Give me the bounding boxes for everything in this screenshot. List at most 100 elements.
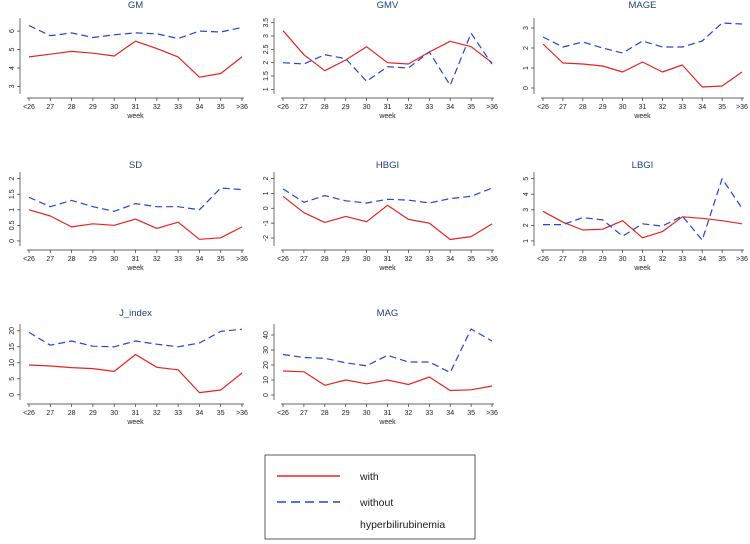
x-tick-label: 34 (698, 256, 706, 263)
x-tick-label: 29 (89, 104, 97, 111)
x-tick-label: 30 (619, 256, 627, 263)
x-tick-label: 32 (153, 104, 161, 111)
x-tick-label: >36 (736, 256, 748, 263)
x-tick-label: 28 (321, 104, 329, 111)
series-without-line (282, 187, 493, 204)
panel-title: HBGI (376, 160, 399, 171)
x-tick-label: 32 (153, 256, 161, 263)
series-with-line (282, 30, 493, 72)
x-axis-title: week (126, 265, 144, 272)
x-tick-label: 29 (342, 256, 350, 263)
y-tick-label: 1 (9, 208, 16, 212)
x-tick-label: 35 (467, 410, 475, 417)
y-tick-label: 2 (523, 223, 530, 227)
legend-with-label: with (359, 471, 379, 483)
y-tick-label: -1 (263, 220, 270, 226)
x-tick-label: 35 (718, 256, 726, 263)
x-tick-label: 31 (639, 104, 647, 111)
x-tick-label: 28 (68, 104, 76, 111)
x-tick-label: <26 (277, 410, 289, 417)
x-tick-label: 29 (89, 410, 97, 417)
y-tick-label: 3 (523, 26, 530, 30)
x-tick-label: 33 (174, 104, 182, 111)
x-tick-label: 32 (659, 104, 667, 111)
series-with-line (542, 210, 743, 239)
x-tick-label: 29 (342, 410, 350, 417)
x-axis-title: week (378, 419, 396, 426)
series-with-line (28, 209, 243, 240)
x-tick-label: 27 (300, 256, 308, 263)
x-tick-label: 31 (639, 256, 647, 263)
x-tick-label: 32 (153, 410, 161, 417)
x-tick-label: >36 (486, 410, 498, 417)
x-tick-label: <26 (537, 256, 549, 263)
y-tick-label: 20 (263, 361, 270, 369)
y-tick-label: 5 (9, 377, 16, 381)
x-tick-label: 31 (384, 410, 392, 417)
y-tick-label: 5 (9, 47, 16, 51)
y-tick-label: 40 (263, 331, 270, 339)
x-tick-label: 29 (342, 104, 350, 111)
x-tick-label: 33 (425, 104, 433, 111)
x-tick-label: 35 (718, 104, 726, 111)
y-tick-label: 3.5 (263, 18, 270, 28)
panel-title: SD (129, 160, 142, 171)
x-tick-label: 29 (599, 256, 607, 263)
y-tick-label: 0 (9, 393, 16, 397)
x-tick-label: <26 (23, 256, 35, 263)
x-tick-label: >36 (486, 104, 498, 111)
y-tick-label: 1 (523, 66, 530, 70)
panel-sd: SD 0 0.5 1 1.5 2 <26 27 28 29 30 31 32 33 34 35 >36 week (9, 160, 248, 272)
y-tick-label: 5 (523, 177, 530, 181)
x-tick-label: 34 (698, 104, 706, 111)
x-tick-label: 32 (659, 256, 667, 263)
x-axis-title: week (378, 113, 396, 120)
x-tick-label: 33 (678, 104, 686, 111)
panel-j-index: J_index 0 5 10 15 20 <26 27 28 29 30 31 32 33 34 35 >36 w… (9, 308, 248, 426)
y-tick-label: 10 (9, 359, 16, 367)
y-tick-label: 0.5 (9, 220, 16, 230)
panel-title: J_index (119, 308, 152, 319)
y-tick-label: 1.5 (9, 189, 16, 199)
y-tick-label: 2 (523, 46, 530, 50)
x-tick-label: 28 (579, 104, 587, 111)
y-tick-label: 2 (263, 61, 270, 65)
x-tick-label: <26 (537, 104, 549, 111)
x-tick-label: 35 (467, 256, 475, 263)
y-tick-label: 15 (9, 343, 16, 351)
x-tick-label: 34 (196, 256, 204, 263)
y-tick-label: 2 (263, 176, 270, 180)
x-tick-label: 28 (321, 256, 329, 263)
panel-mage: MAGE 0 1 2 3 <26 27 28 29 30 31 32 33 34 35 >36 week (523, 0, 748, 120)
x-tick-label: 29 (599, 104, 607, 111)
x-tick-label: >36 (236, 410, 248, 417)
y-tick-label: 3 (263, 34, 270, 38)
y-tick-label: 4 (523, 192, 530, 196)
x-tick-label: 34 (196, 104, 204, 111)
x-tick-label: 29 (89, 256, 97, 263)
series-without-line (282, 32, 493, 86)
x-tick-label: 27 (46, 104, 54, 111)
x-tick-label: >36 (236, 104, 248, 111)
y-tick-label: 30 (263, 346, 270, 354)
x-tick-label: 28 (579, 256, 587, 263)
y-tick-label: 2.5 (263, 44, 270, 54)
y-tick-label: 0 (263, 393, 270, 397)
x-tick-label: 35 (467, 104, 475, 111)
x-tick-label: 27 (559, 256, 567, 263)
series-with-line (282, 195, 493, 241)
legend-box (264, 454, 476, 540)
x-tick-label: 28 (321, 410, 329, 417)
panel-mag: MAG 0 10 20 30 40 <26 27 28 29 30 31 32 33 34 35 >36 week (263, 308, 498, 426)
x-tick-label: 30 (363, 256, 371, 263)
y-tick-label: 1 (523, 239, 530, 243)
series-with-line (542, 43, 743, 88)
x-axis-title: week (633, 265, 651, 272)
x-tick-label: 35 (217, 104, 225, 111)
x-tick-label: 31 (132, 256, 140, 263)
series-without-line (542, 22, 743, 54)
x-tick-label: 32 (405, 256, 413, 263)
y-tick-label: 4 (9, 66, 16, 70)
panel-hbgi: HBGI -2 -1 0 1 2 <26 27 28 29 30 31 32 33 34 35 >36 week (263, 160, 498, 272)
